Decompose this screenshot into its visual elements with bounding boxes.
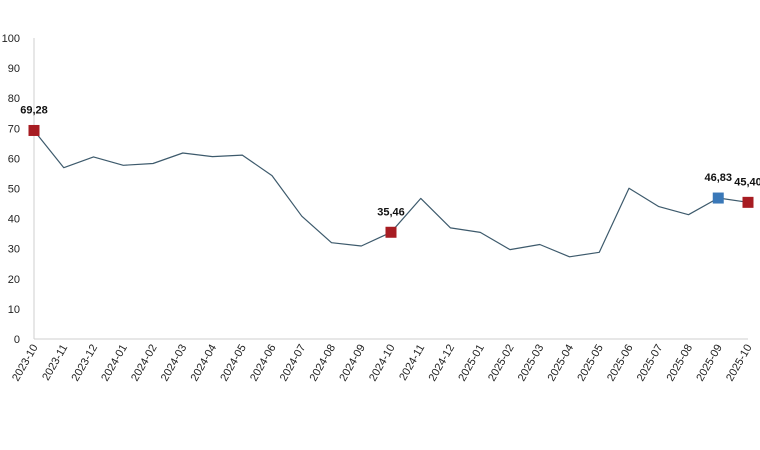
x-tick-label: 2023-11 xyxy=(40,343,70,383)
y-tick-label: 10 xyxy=(8,304,20,316)
x-tick-label: 2024-02 xyxy=(129,343,160,384)
x-tick-label: 2025-08 xyxy=(665,343,696,384)
series-layer xyxy=(33,130,749,258)
data-label: 69,28 xyxy=(20,104,48,116)
highlight-marker xyxy=(28,124,40,136)
x-tick-label: 2025-06 xyxy=(605,343,636,384)
x-tick-label: 2024-10 xyxy=(367,343,398,384)
y-tick-label: 20 xyxy=(8,274,20,286)
data-label-layer: 69,28 35,46 46,83 45,40 xyxy=(20,104,760,218)
x-tick-label: 2024-11 xyxy=(397,343,427,383)
data-label: 35,46 xyxy=(377,206,405,218)
data-label: 45,40 xyxy=(734,176,760,188)
x-tick-label: 2025-09 xyxy=(694,343,725,384)
x-tick-label: 2024-12 xyxy=(427,343,458,384)
highlight-marker xyxy=(742,196,754,208)
x-tick-label: 2024-04 xyxy=(189,343,220,384)
x-tick-label: 2024-05 xyxy=(218,343,249,384)
y-tick-label: 30 xyxy=(8,244,20,256)
x-tick-label: 2024-06 xyxy=(248,343,279,384)
series-line xyxy=(33,130,749,258)
x-tick-label: 2025-03 xyxy=(516,343,547,384)
y-tick-label: 90 xyxy=(8,63,20,75)
x-tick-label: 2025-02 xyxy=(486,343,517,384)
y-tick-label: 0 xyxy=(14,334,20,346)
x-axis-ticks: 2023-10 2023-11 2023-12 2024-01 2024-02 2024-… xyxy=(10,343,755,384)
y-tick-label: 100 xyxy=(2,33,20,45)
y-tick-label: 70 xyxy=(8,123,20,135)
highlight-marker xyxy=(712,192,724,204)
y-tick-label: 50 xyxy=(8,184,20,196)
x-tick-label: 2024-08 xyxy=(308,343,339,384)
y-tick-label: 80 xyxy=(8,93,20,105)
x-tick-label: 2024-07 xyxy=(278,343,309,384)
y-axis-ticks: 0 10 20 30 40 50 60 70 80 90 100 xyxy=(2,33,20,346)
x-tick-label: 2024-03 xyxy=(159,343,190,384)
data-label: 46,83 xyxy=(704,172,732,184)
y-tick-label: 40 xyxy=(8,214,20,226)
x-tick-label: 2025-05 xyxy=(575,343,606,384)
x-tick-label: 2023-10 xyxy=(10,343,41,384)
y-tick-label: 60 xyxy=(8,153,20,165)
x-tick-label: 2024-01 xyxy=(99,343,130,384)
x-tick-label: 2024-09 xyxy=(337,343,368,384)
marker-layer xyxy=(28,124,754,238)
x-tick-label: 2025-10 xyxy=(724,343,755,384)
highlight-marker xyxy=(385,226,397,238)
x-tick-label: 2025-04 xyxy=(546,343,577,384)
x-tick-label: 2023-12 xyxy=(70,343,101,384)
x-tick-label: 2025-01 xyxy=(456,343,487,384)
x-tick-label: 2025-07 xyxy=(635,343,666,384)
